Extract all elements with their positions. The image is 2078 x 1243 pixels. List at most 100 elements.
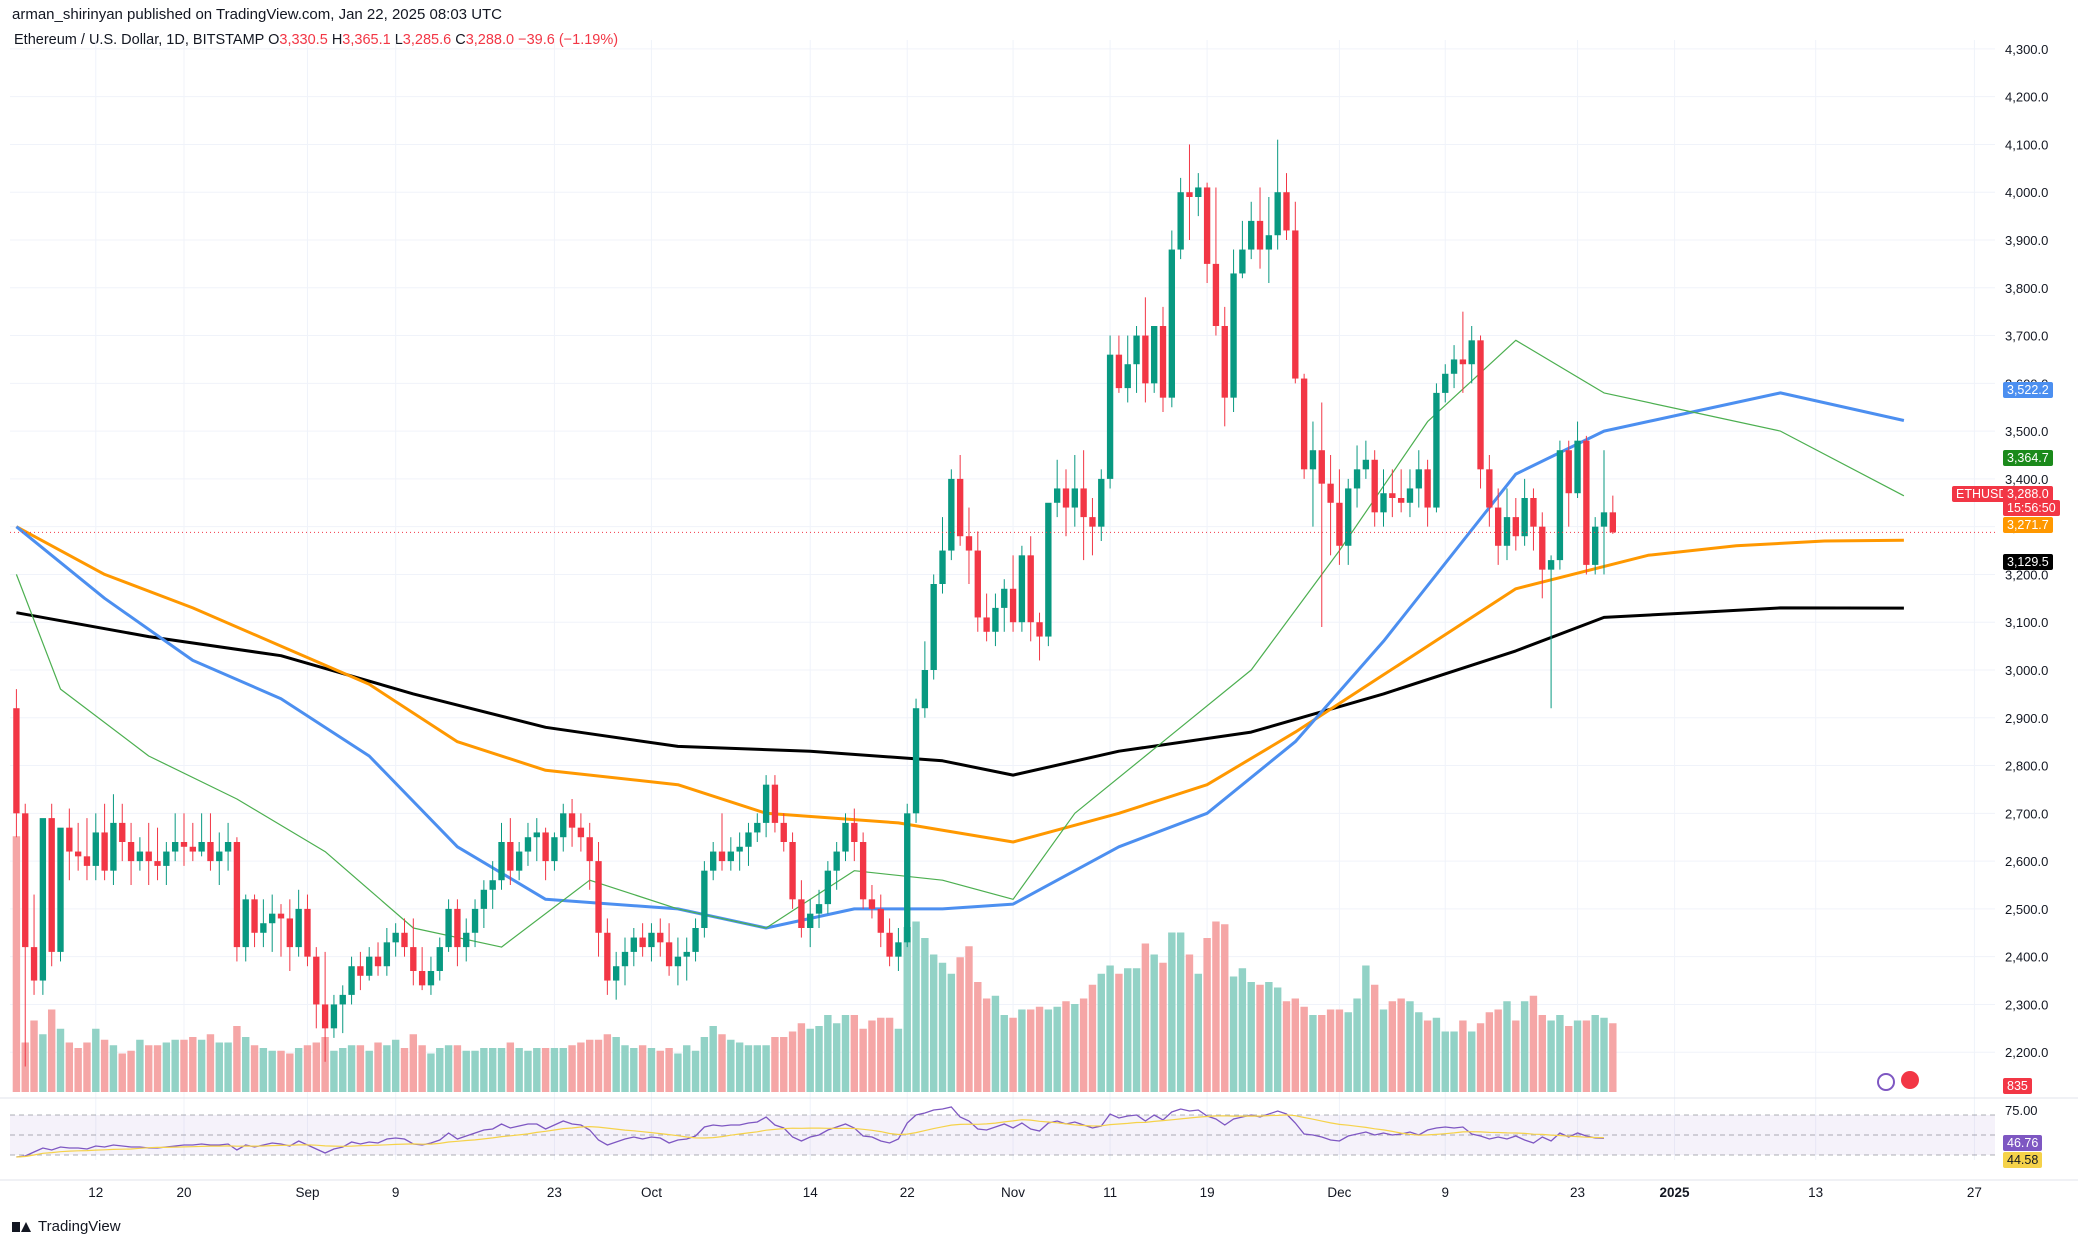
candle-body bbox=[1212, 263, 1220, 326]
candle-body bbox=[1142, 335, 1149, 384]
volume-bar bbox=[665, 1048, 673, 1092]
candle-body bbox=[339, 994, 346, 1005]
price-tag-rsi: 46.76 bbox=[2003, 1135, 2043, 1151]
candle-body bbox=[489, 880, 496, 890]
candle-body bbox=[1477, 340, 1484, 470]
price-tag-rsi-ma: 44.58 bbox=[2003, 1152, 2043, 1168]
y-tick-label: 2,900.0 bbox=[2005, 711, 2048, 726]
volume-bar bbox=[877, 1017, 885, 1092]
candle-body bbox=[1221, 326, 1228, 398]
candle-body bbox=[718, 851, 726, 862]
volume-bar bbox=[1335, 1009, 1344, 1092]
candle-body bbox=[1009, 588, 1017, 623]
candle-body bbox=[1415, 469, 1422, 489]
candle-body bbox=[727, 851, 735, 862]
volume-bar bbox=[1106, 965, 1114, 1092]
volume-bar bbox=[982, 998, 991, 1092]
candle-body bbox=[1468, 340, 1475, 365]
volume-bar bbox=[206, 1034, 215, 1092]
volume-bar bbox=[1529, 995, 1538, 1092]
candle-body bbox=[842, 822, 849, 852]
candle-body bbox=[357, 966, 364, 976]
volume-bar bbox=[1150, 954, 1158, 1092]
y-tick-label: 3,200.0 bbox=[2005, 567, 2048, 582]
y-tick-label: 4,300.0 bbox=[2005, 42, 2048, 57]
tradingview-brand[interactable]: TradingView bbox=[12, 1218, 121, 1235]
candle-body bbox=[374, 956, 382, 967]
candle-body bbox=[233, 842, 241, 948]
volume-bar bbox=[418, 1045, 426, 1092]
candle-body bbox=[260, 923, 267, 933]
volume-bar bbox=[312, 1042, 320, 1092]
volume-bar bbox=[462, 1050, 470, 1092]
volume-bar bbox=[894, 1028, 903, 1092]
volume-bar bbox=[674, 1053, 682, 1092]
volume-bar bbox=[1212, 921, 1220, 1092]
x-tick-label: 12 bbox=[88, 1185, 103, 1200]
candle-body bbox=[366, 956, 373, 976]
volume-bar bbox=[215, 1042, 223, 1092]
rsi-line bbox=[16, 1106, 1605, 1158]
volume-bar bbox=[506, 1042, 515, 1092]
volume-bar bbox=[550, 1048, 559, 1092]
candle-body bbox=[568, 813, 576, 828]
candle-body bbox=[683, 951, 690, 957]
candle-body bbox=[101, 832, 108, 871]
y-tick-label: 4,200.0 bbox=[2005, 90, 2048, 105]
ma-line-sma-20 bbox=[15, 339, 1905, 948]
y-tick-label: 2,800.0 bbox=[2005, 759, 2048, 774]
candle-body bbox=[1592, 526, 1599, 565]
candle-body bbox=[1503, 517, 1511, 546]
volume-bar bbox=[735, 1042, 744, 1092]
candle-body bbox=[1433, 392, 1440, 508]
volume-bar bbox=[533, 1048, 541, 1092]
candle-body bbox=[1080, 488, 1087, 518]
candle-body bbox=[171, 842, 179, 852]
candle-body bbox=[401, 932, 408, 948]
candle-body bbox=[251, 899, 258, 933]
candle-body bbox=[330, 1004, 338, 1029]
volume-bar bbox=[330, 1050, 338, 1092]
price-tag-blue-ma: 3,522.2 bbox=[2003, 382, 2053, 398]
volume-bar bbox=[1203, 938, 1211, 1092]
candle-body bbox=[1133, 335, 1140, 365]
candle-body bbox=[1071, 488, 1078, 508]
volume-bar bbox=[1035, 1006, 1044, 1092]
candle-body bbox=[295, 908, 302, 948]
volume-bar bbox=[47, 1009, 56, 1092]
candle-body bbox=[824, 870, 832, 905]
volume-bar bbox=[1591, 1015, 1599, 1092]
volume-bar bbox=[1353, 998, 1361, 1092]
volume-bar bbox=[444, 1045, 453, 1092]
candle-body bbox=[321, 1004, 329, 1029]
volume-bar bbox=[497, 1048, 506, 1092]
volume-bar bbox=[1247, 982, 1255, 1092]
ohlc-open-value: 3,330.5 bbox=[279, 32, 328, 48]
candle-body bbox=[1609, 512, 1617, 533]
candle-body bbox=[1239, 249, 1246, 274]
candle-body bbox=[1300, 378, 1308, 470]
candle-body bbox=[771, 784, 779, 823]
candle-body bbox=[1397, 498, 1405, 503]
y-tick-label: 2,700.0 bbox=[2005, 806, 2048, 821]
volume-bar bbox=[100, 1039, 109, 1092]
candle-body bbox=[507, 842, 514, 871]
volume-bar bbox=[806, 1028, 814, 1092]
volume-bar bbox=[189, 1037, 197, 1092]
volume-bar bbox=[1406, 1001, 1414, 1092]
symbol-title[interactable]: Ethereum / U.S. Dollar, 1D, BITSTAMP bbox=[14, 32, 265, 48]
candle-body bbox=[242, 899, 249, 948]
volume-bar bbox=[921, 938, 929, 1092]
volume-bar bbox=[1582, 1020, 1591, 1092]
candle-body bbox=[1530, 498, 1537, 527]
volume-bar bbox=[1000, 1015, 1008, 1092]
candle-body bbox=[436, 947, 443, 971]
volume-bar bbox=[30, 1020, 38, 1092]
candle-body bbox=[754, 822, 761, 833]
ohlc-open-label: O bbox=[268, 32, 280, 48]
candle-body bbox=[1292, 230, 1299, 379]
volume-bar bbox=[1600, 1017, 1608, 1092]
volume-bar bbox=[74, 1048, 82, 1092]
candle-body bbox=[1115, 354, 1123, 389]
